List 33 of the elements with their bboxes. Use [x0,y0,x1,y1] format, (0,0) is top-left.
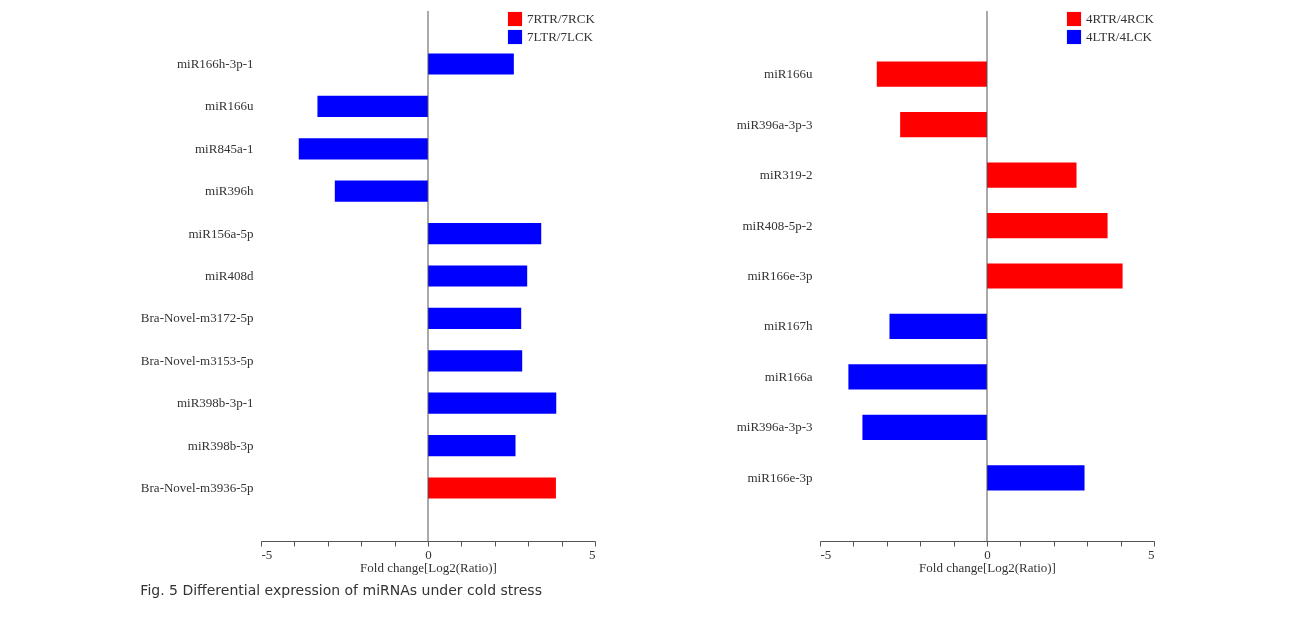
y-tick-label: miR166e-3p [747,268,813,283]
y-tick-label: miR166u [205,98,254,114]
legend-label: 7RTR/7RCK [527,11,596,26]
y-tick-label: miR396a-3p-3 [736,419,813,435]
y-tick-label: miR319-2 [759,167,813,183]
y-tick-label: miR398b-3p-1 [176,395,254,411]
x-axis-title: Fold change[Log2(Ratio)] [919,559,1056,575]
y-tick-label: miR167h [764,318,813,334]
y-tick-label: miR396h [205,183,254,199]
x-tick-label: 5 [589,546,596,562]
y-tick-label: Bra-Novel-m3936-5p [140,480,254,495]
y-tick-label: miR408-5p-2 [742,217,813,233]
legend-label: 7LTR/7LCK [527,29,594,44]
y-tick-label: miR398b-3p [187,437,254,453]
y-tick-label: miR166a [764,368,813,384]
y-tick-label: miR408d [205,268,254,283]
y-tick-label: miR156a-5p [188,225,254,241]
legend-label: 4LTR/4LCK [1086,29,1153,44]
y-tick-label: miR396a-3p-3 [736,116,813,132]
y-tick-label: miR845a-1 [195,140,254,156]
x-tick-label: 0 [425,546,432,562]
y-tick-label: miR166e-3p [747,469,813,485]
x-axis-title: Fold change[Log2(Ratio)] [360,559,497,575]
x-tick-label: 5 [1148,546,1155,562]
caption: Fig. 5 Differential expression of miRNAs under cold stress [140,582,542,598]
y-tick-label: miR166u [764,66,813,82]
x-tick-label: -5 [261,546,273,562]
legend-label: 4RTR/4RCK [1086,11,1155,26]
y-tick-label: miR166h-3p-1 [176,56,254,71]
x-tick-label: -5 [820,546,832,562]
x-tick-label: 0 [984,546,991,562]
y-tick-label: Bra-Novel-m3172-5p [140,310,254,326]
y-tick-label: Bra-Novel-m3153-5p [140,352,254,368]
